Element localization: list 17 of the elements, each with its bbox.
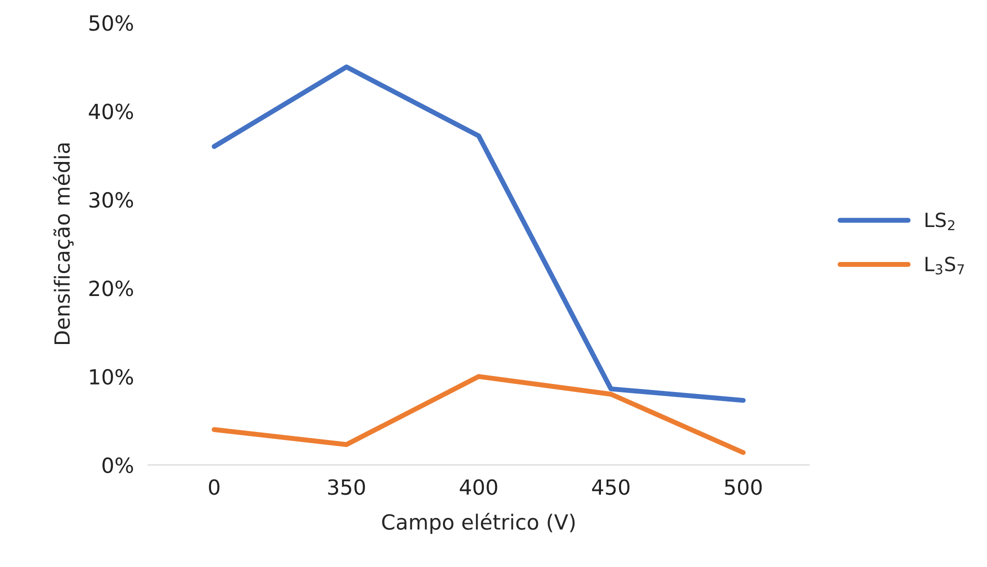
y-tick-label: 10%	[90, 368, 134, 385]
y-axis-title: Densificação média	[52, 143, 74, 344]
y-tick-label: 0%	[102, 457, 134, 474]
y-tick-label: 20%	[89, 280, 134, 296]
x-tick-label: 500	[724, 479, 762, 495]
line-series	[212, 374, 746, 455]
x-tick-label: 350	[328, 479, 365, 495]
x-axis-title: Campo elétrico (V)	[382, 512, 575, 534]
legend-label: LS$_{2}$	[926, 212, 954, 230]
x-tick-label: 450	[592, 479, 630, 495]
y-tick-label: 50%	[89, 15, 134, 31]
y-tick-label: 40%	[88, 104, 134, 120]
legend-label: L$_{3}$S$_{7}$	[926, 256, 964, 274]
line-series	[212, 64, 746, 403]
x-tick-label: 400	[460, 479, 498, 495]
y-tick-label: 30%	[89, 192, 134, 208]
x-tick-label: 0	[208, 479, 220, 495]
